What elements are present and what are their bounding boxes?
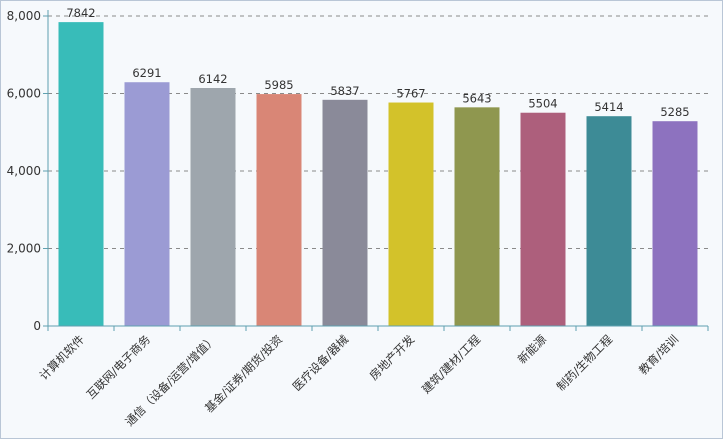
bar <box>388 102 434 326</box>
bar <box>586 116 632 327</box>
x-tick-label: 医疗设备/器械 <box>290 332 352 394</box>
value-label: 5985 <box>264 78 293 92</box>
bar <box>520 112 566 326</box>
bar <box>652 121 698 326</box>
axes <box>43 10 709 331</box>
value-label: 5767 <box>396 87 425 101</box>
value-label: 5504 <box>528 97 557 111</box>
value-label: 6291 <box>132 66 161 80</box>
x-tick-label: 计算机软件 <box>37 332 88 383</box>
bar <box>58 22 104 327</box>
bar <box>454 107 500 327</box>
x-tick-label: 建筑/建材/工程 <box>419 332 484 397</box>
y-tick-label: 0 <box>33 319 41 333</box>
y-tick-label: 8,000 <box>7 9 41 23</box>
bar <box>190 87 236 326</box>
x-tick-label: 新能源 <box>515 332 550 367</box>
value-label: 5643 <box>462 91 491 105</box>
value-label: 5837 <box>330 84 359 98</box>
x-tick-label: 制药/生物工程 <box>554 332 616 394</box>
value-label: 5285 <box>660 105 689 119</box>
y-tick-label: 2,000 <box>7 242 41 256</box>
x-tick-label: 教育/培训 <box>636 332 681 377</box>
value-label: 6142 <box>198 72 227 86</box>
value-label: 5414 <box>594 100 623 114</box>
x-tick-label: 房地产开发 <box>367 332 418 383</box>
y-tick-label: 6,000 <box>7 87 41 101</box>
value-label: 7842 <box>66 6 95 20</box>
y-tick-label: 4,000 <box>7 164 41 178</box>
x-tick-label: 互联网/电子商务 <box>84 332 154 402</box>
bar <box>124 82 170 326</box>
bar <box>256 94 302 326</box>
bar <box>322 99 368 326</box>
bars <box>58 22 698 327</box>
grid-lines <box>48 15 708 249</box>
